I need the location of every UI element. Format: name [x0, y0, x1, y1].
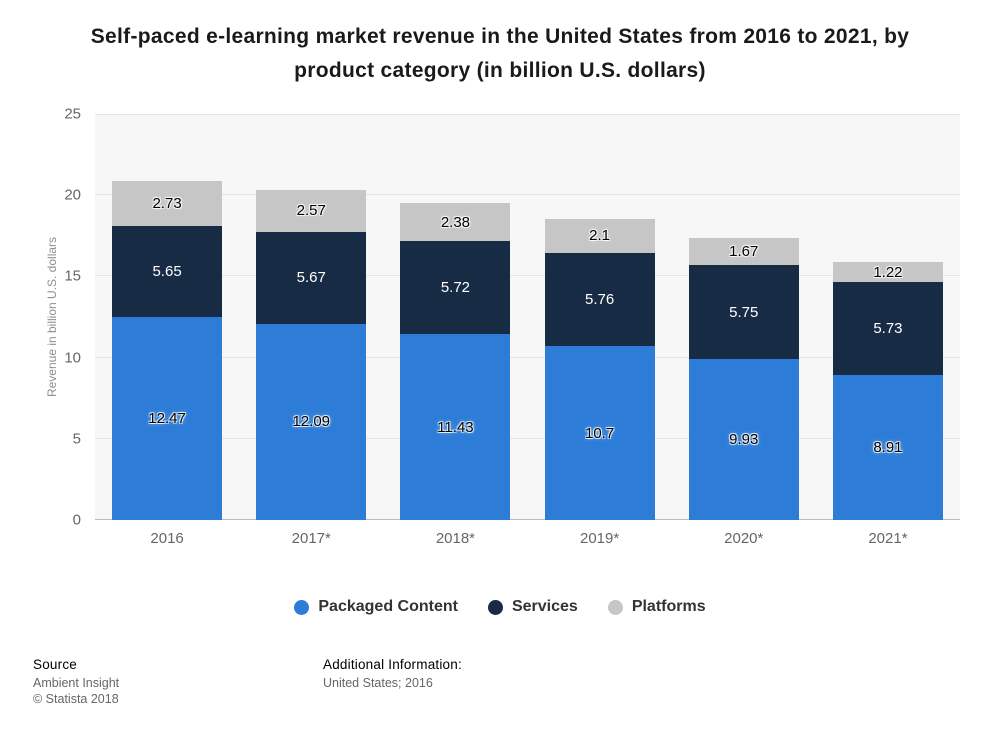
x-axis-label: 2019*: [579, 530, 620, 547]
bar-value-label: 2.38: [440, 213, 471, 231]
stacked-bar: 2.73 5.65 12.47: [112, 181, 223, 520]
legend-dot-icon: [487, 599, 503, 615]
gridline: [95, 114, 960, 115]
bar-segment: 10.7: [544, 346, 655, 520]
bar-segment: 12.09: [256, 323, 367, 520]
y-axis-title: Revenue in billion U.S. dollars: [45, 236, 59, 398]
bar-segment: 12.47: [112, 317, 223, 520]
y-axis-tick-label: 15: [64, 267, 81, 285]
bar-value-label: 2.1: [589, 227, 611, 245]
gridline: [95, 194, 960, 196]
legend-item-packaged-content: Packaged Content: [294, 598, 458, 616]
legend-label: Platforms: [631, 598, 706, 615]
legend-dot-icon: [294, 599, 310, 615]
y-axis-tick-label: 10: [64, 349, 81, 367]
bar-value-label: 11.43: [437, 418, 474, 436]
x-axis-label: 2017*: [291, 530, 331, 547]
y-axis-tick-label: 20: [64, 186, 81, 204]
y-axis-tick-label: 25: [64, 105, 81, 123]
stacked-bar: 2.57 5.67 12.09: [256, 189, 367, 520]
bar-group: 1.67 5.75 9.93: [672, 114, 816, 520]
source-label: Source: [33, 657, 77, 672]
bar-segment: 2.1: [544, 218, 655, 253]
bar-segment: 5.67: [256, 231, 367, 324]
legend-item-platforms: Platforms: [607, 598, 706, 616]
bar-value-label: 5.65: [152, 263, 182, 281]
bar-group: 2.1 5.76 10.7: [528, 114, 672, 520]
bar-segment: 2.38: [400, 202, 511, 242]
gridline: [95, 356, 960, 358]
bar-group: 2.57 5.67 12.09: [239, 114, 383, 520]
bar-value-label: 1.22: [873, 263, 903, 281]
stacked-bar: 2.38 5.72 11.43: [400, 202, 511, 520]
stacked-bar: 1.67 5.75 9.93: [688, 238, 799, 520]
bar-segment: 5.73: [832, 282, 943, 376]
footer-source-block: Source Ambient Insight © Statista 2018: [33, 657, 119, 707]
stacked-bar: 2.1 5.76 10.7: [544, 218, 655, 520]
bar-value-label: 2.57: [296, 202, 326, 220]
source-line: © Statista 2018: [33, 691, 119, 706]
source-line: Ambient Insight: [33, 676, 120, 690]
bar-segment: 8.91: [832, 375, 943, 520]
bar-segment: 2.57: [256, 189, 367, 232]
bar-segment: 5.65: [112, 225, 223, 318]
x-axis-labels: 2016 2017* 2018* 2019* 2020* 2021*: [95, 530, 960, 547]
bar-value-label: 5.76: [584, 290, 615, 308]
y-axis-tick-label: 0: [72, 511, 81, 529]
additional-information-line: United States; 2016: [323, 676, 433, 690]
bar-group: 2.73 5.65 12.47: [95, 114, 239, 520]
legend-item-services: Services: [487, 598, 578, 616]
bar-value-label: 1.67: [729, 243, 759, 261]
bar-group: 2.38 5.72 11.43: [383, 114, 527, 520]
bar-group: 1.22 5.73 8.91: [816, 114, 960, 520]
bar-value-label: 5.73: [873, 320, 903, 338]
bar-value-label: 5.72: [440, 279, 471, 297]
bar-segment: 2.73: [112, 181, 223, 226]
legend-label: Packaged Content: [318, 598, 458, 615]
legend-label: Services: [511, 598, 578, 615]
bars-row: 2.73 5.65 12.47 2.57 5.67 12.09 2.38 5.72 11.43 2…: [95, 114, 960, 520]
bar-value-label: 5.67: [296, 269, 326, 287]
x-axis-label: 2021*: [868, 530, 908, 547]
axis-baseline: [95, 519, 960, 520]
grid-layer: 0 5 10 15 20 25: [64, 106, 960, 529]
bar-segment: 11.43: [400, 334, 511, 520]
footer-additional-block: Additional Information: United States; 2…: [323, 657, 462, 692]
bar-segment: 5.75: [688, 265, 799, 359]
bar-value-label: 5.75: [729, 303, 759, 321]
bar-segment: 5.76: [544, 252, 655, 347]
bar-value-label: 10.7: [584, 424, 615, 442]
bar-segment: 5.72: [400, 241, 511, 335]
stacked-bar: 1.22 5.73 8.91: [832, 262, 943, 520]
y-axis-tick-label: 5: [72, 430, 81, 448]
bar-value-label: 9.93: [729, 430, 759, 448]
x-axis-label: 2018*: [435, 530, 476, 547]
bar-segment: 1.22: [832, 262, 943, 283]
legend-dot-icon: [607, 599, 623, 615]
gridline: [95, 437, 960, 439]
gridline: [95, 275, 960, 277]
bar-value-label: 12.09: [292, 413, 331, 431]
bar-value-label: 12.47: [148, 410, 186, 428]
bar-value-label: 8.91: [873, 439, 903, 457]
plot-area: 0 5 10 15 20 25 2.73 5.65 12.47 2.57 5.67 12.09 2.3…: [64, 106, 960, 529]
x-axis-label: 2020*: [724, 530, 764, 547]
chart-title: Self-paced e-learning market revenue in …: [90, 25, 910, 82]
bar-value-label: 2.73: [152, 195, 182, 213]
bar-segment: 9.93: [688, 358, 799, 520]
legend: Packaged Content Services Platforms: [0, 598, 1000, 616]
bar-segment: 1.67: [688, 238, 799, 266]
additional-information-label: Additional Information:: [323, 657, 462, 672]
x-axis-label: 2016: [150, 530, 184, 547]
